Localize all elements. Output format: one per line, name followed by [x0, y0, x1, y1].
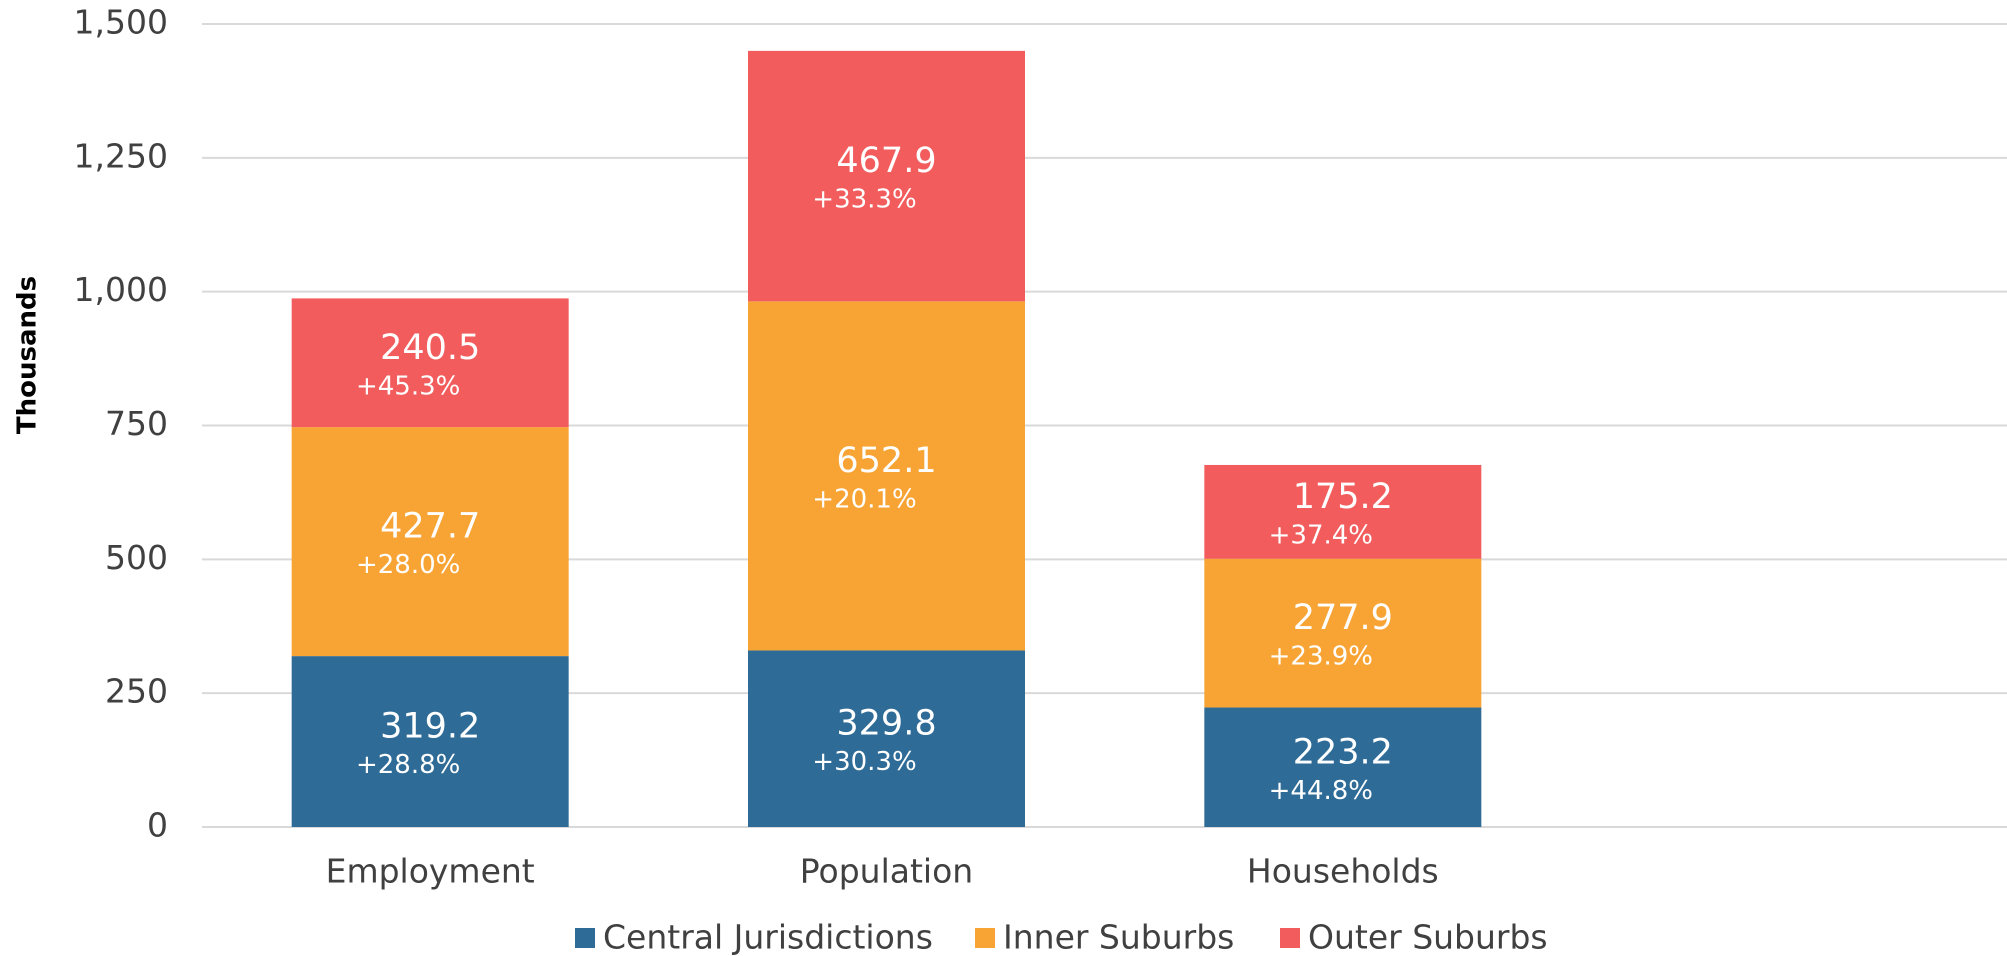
- bar-segment: [291, 427, 569, 657]
- bar-segment: [291, 298, 569, 428]
- x-tick-label: Employment: [326, 852, 535, 891]
- y-tick-label: 250: [105, 672, 168, 711]
- legend-swatch: [575, 928, 595, 948]
- bar-segment: [748, 301, 1025, 651]
- x-tick-label: Households: [1247, 852, 1439, 891]
- y-tick-label: 0: [147, 806, 168, 845]
- y-tick-label: 750: [105, 404, 168, 443]
- growth-label: +20.1%: [812, 484, 916, 514]
- legend-swatch: [1280, 928, 1300, 948]
- value-label: 329.8: [836, 704, 936, 744]
- growth-label: +44.8%: [1269, 776, 1373, 806]
- bar-segment: [1204, 558, 1482, 708]
- y-axis-label: Thousands: [13, 276, 43, 434]
- value-label: 467.9: [836, 141, 936, 181]
- value-label: 175.2: [1293, 477, 1393, 517]
- growth-label: +37.4%: [1269, 520, 1373, 550]
- legend-swatch: [975, 928, 995, 948]
- value-label: 652.1: [836, 441, 936, 481]
- bar-segment: [1204, 464, 1482, 559]
- value-label: 223.2: [1293, 732, 1393, 772]
- bar-segment: [291, 656, 569, 827]
- legend-label: Central Jurisdictions: [603, 918, 933, 956]
- growth-label: +30.3%: [812, 747, 916, 777]
- value-label: 277.9: [1293, 598, 1393, 638]
- legend-label: Inner Suburbs: [1003, 918, 1234, 956]
- growth-label: +28.0%: [356, 550, 460, 580]
- value-label: 427.7: [380, 507, 480, 547]
- y-tick-label: 1,250: [74, 136, 168, 175]
- growth-label: +23.9%: [1269, 642, 1373, 672]
- y-tick-label: 500: [105, 538, 168, 577]
- growth-label: +33.3%: [812, 185, 916, 215]
- bar-segment: [748, 50, 1025, 302]
- y-tick-label: 1,000: [74, 270, 168, 309]
- x-tick-label: Population: [800, 852, 973, 891]
- growth-label: +45.3%: [356, 371, 460, 401]
- value-label: 319.2: [380, 707, 480, 747]
- growth-label: +28.8%: [356, 750, 460, 780]
- bar-segment: [1204, 707, 1482, 827]
- legend-label: Outer Suburbs: [1308, 918, 1548, 956]
- value-label: 240.5: [380, 328, 480, 368]
- bar-segment: [748, 650, 1025, 827]
- y-tick-label: 1,500: [74, 3, 168, 42]
